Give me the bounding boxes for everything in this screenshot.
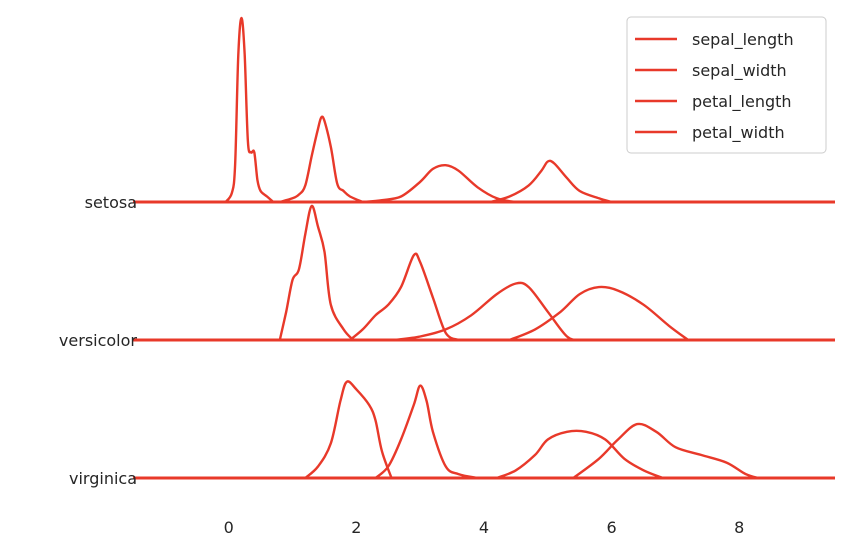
kde-curve-versicolor-sepal_width [348, 252, 460, 342]
kde-curve-virginica-petal_length [495, 429, 664, 480]
ridge-virginica [133, 380, 835, 480]
legend: sepal_length sepal_width petal_lengthpetal… [626, 16, 827, 154]
kde-curve-setosa-sepal_width [361, 163, 518, 204]
kde-curve-versicolor-petal_length [393, 281, 581, 342]
kde-curve-setosa-sepal_length [489, 159, 613, 204]
legend-box [626, 16, 827, 154]
legend-label-petal_length: petal_length [692, 92, 792, 112]
x-tick-label: 4 [479, 518, 489, 537]
kde-curve-setosa-petal_width [224, 16, 275, 204]
kde-curve-virginica-sepal_length [572, 422, 760, 480]
x-tick-label: 0 [224, 518, 234, 537]
kde-curve-versicolor-petal_width [278, 204, 355, 342]
legend-label-sepal_length: sepal_length [692, 30, 794, 50]
x-tick-label: 8 [734, 518, 744, 537]
kde-curve-virginica-petal_width [304, 380, 393, 480]
group-label-versicolor: versicolor [59, 331, 137, 350]
ridge-setosa [133, 16, 835, 204]
legend-label-sepal_width: sepal_width [692, 61, 787, 81]
x-tick-label: 2 [351, 518, 361, 537]
group-labels: setosa versicolor virginica [59, 193, 137, 488]
group-label-virginica: virginica [69, 469, 137, 488]
x-axis: 0 2 4 6 8 [224, 518, 745, 537]
kde-curve-versicolor-sepal_length [508, 285, 690, 342]
curves-layer [133, 16, 835, 480]
legend-label-petal_width: petal_width [692, 123, 785, 143]
group-label-setosa: setosa [85, 193, 137, 212]
kde-curve-virginica-sepal_width [374, 384, 479, 480]
x-tick-label: 6 [607, 518, 617, 537]
ridge-versicolor [133, 204, 835, 342]
kde-curve-setosa-petal_length [278, 115, 364, 204]
